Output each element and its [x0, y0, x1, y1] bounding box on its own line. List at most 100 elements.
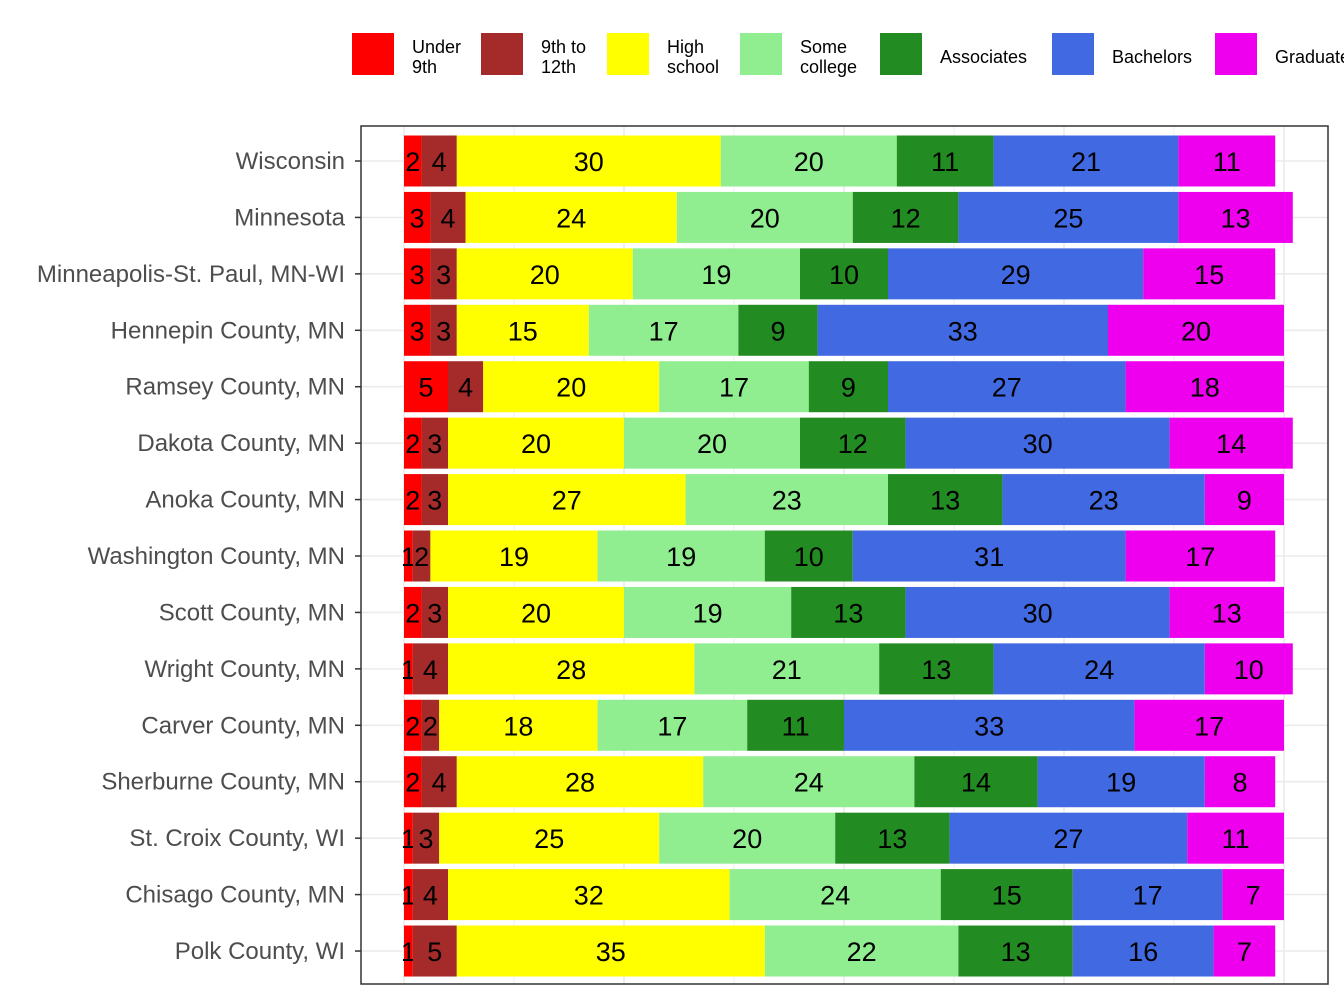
category-label: Chisago County, MN: [125, 882, 345, 909]
segment-value-label: 2: [405, 711, 420, 741]
y-axis: Wisconsin Minnesota Minneapolis-St. Paul, …: [37, 148, 361, 965]
segment-value-label: 20: [750, 203, 780, 233]
bar-row: 3 3 20 19 10 29 15: [404, 248, 1276, 300]
bar-segment: [412, 643, 448, 695]
bar-segment: [421, 756, 457, 808]
segment-value-label: 3: [427, 486, 442, 516]
segment-value-label: 11: [1222, 824, 1250, 854]
bar-segment: [430, 304, 457, 356]
bar-segment: [588, 304, 739, 356]
bar-segment: [404, 191, 431, 243]
segment-value-label: 3: [410, 203, 425, 233]
bar-segment: [1108, 304, 1284, 356]
bar-segment: [659, 361, 809, 413]
legend-label: Some college: [800, 37, 857, 77]
bar-segment: [1213, 925, 1276, 977]
segment-value-label: 2: [405, 429, 420, 459]
bar-segment: [421, 474, 448, 526]
segment-value-label: 17: [657, 711, 687, 741]
segment-value-label: 20: [732, 824, 762, 854]
bar-segment: [905, 417, 1170, 469]
segment-value-label: 14: [961, 768, 991, 798]
bar-segment: [404, 135, 422, 187]
segment-value-label: 17: [719, 373, 749, 403]
bar-row: 2 4 30 20 11 21 11: [404, 135, 1276, 187]
bar-segment: [993, 135, 1179, 187]
segment-value-label: 1: [401, 824, 416, 854]
bar-segment: [439, 812, 660, 864]
category-label: Hennepin County, MN: [111, 317, 345, 344]
bar-segment: [404, 756, 422, 808]
legend-item: Graduate: [1215, 33, 1344, 75]
bar-segment: [1134, 699, 1284, 751]
segment-value-label: 24: [794, 768, 824, 798]
segment-value-label: 4: [423, 655, 438, 685]
segment-value-label: 3: [410, 260, 425, 290]
bar-segment: [888, 248, 1144, 300]
segment-value-label: 23: [772, 486, 802, 516]
segment-value-label: 4: [432, 768, 447, 798]
bar-segment: [738, 304, 818, 356]
segment-value-label: 19: [1106, 768, 1136, 798]
bar-segment: [1002, 474, 1205, 526]
segment-value-label: 21: [772, 655, 802, 685]
bar-segment: [1125, 361, 1284, 413]
segment-value-label: 12: [891, 203, 921, 233]
bar-segment: [835, 812, 950, 864]
legend-item: High school: [607, 33, 719, 77]
plot-panel-border: [360, 125, 1329, 985]
bar-segment: [624, 417, 800, 469]
bar-segment: [940, 869, 1073, 921]
bar-segment: [844, 699, 1135, 751]
legend-label: Bachelors: [1112, 47, 1192, 67]
category-label: Wright County, MN: [145, 656, 346, 683]
bar-segment: [456, 135, 721, 187]
bar-segment: [1169, 586, 1284, 638]
segment-value-label: 19: [701, 260, 731, 290]
bar-segment: [404, 699, 422, 751]
legend-label-line: 9th: [412, 57, 437, 77]
legend-swatch: [481, 33, 523, 75]
bar-segment: [1204, 474, 1284, 526]
bars: 2 4 30 20 11 21 113 4 24 20 12 25 133 3 20 19 10 29 153 3 15…: [401, 135, 1293, 977]
bar-segment: [958, 925, 1073, 977]
segment-value-label: 18: [1190, 373, 1220, 403]
bar-segment: [430, 248, 457, 300]
bar-segment: [456, 925, 765, 977]
segment-value-label: 3: [427, 429, 442, 459]
bar-segment: [404, 586, 422, 638]
segment-value-label: 20: [530, 260, 560, 290]
segment-value-label: 28: [556, 655, 586, 685]
segment-value-label: 11: [1213, 147, 1241, 177]
segment-value-label: 19: [693, 598, 723, 628]
segment-value-label: 11: [782, 711, 810, 741]
segment-value-label: 15: [992, 881, 1022, 911]
bar-segment: [914, 756, 1038, 808]
segment-value-label: 32: [574, 881, 604, 911]
segment-value-label: 30: [574, 147, 604, 177]
segment-value-label: 27: [1053, 824, 1083, 854]
bar-segment: [993, 643, 1205, 695]
category-label: Sherburne County, MN: [101, 769, 345, 796]
segment-value-label: 19: [499, 542, 529, 572]
bar-segment: [448, 869, 730, 921]
bar-row: 2 2 18 17 11 33 17: [404, 699, 1284, 751]
bar-row: 3 3 15 17 9 33 20: [404, 304, 1284, 356]
segment-value-label: 10: [794, 542, 824, 572]
legend-label-line: High: [667, 37, 704, 57]
legend-swatch: [880, 33, 922, 75]
legend-label-line: college: [800, 57, 857, 77]
bar-segment: [1204, 756, 1276, 808]
bar-row: 2 3 20 20 12 30 14: [404, 417, 1293, 469]
bar-segment: [958, 191, 1179, 243]
bar-segment: [1222, 869, 1284, 921]
bar-row: 2 4 28 24 14 19 8: [404, 756, 1276, 808]
bar-segment: [448, 361, 484, 413]
bar-segment: [905, 586, 1170, 638]
category-label: St. Croix County, WI: [129, 825, 345, 852]
segment-value-label: 20: [556, 373, 586, 403]
segment-value-label: 4: [458, 373, 473, 403]
segment-value-label: 33: [948, 316, 978, 346]
bar-segment: [1178, 191, 1293, 243]
bar-segment: [1169, 417, 1293, 469]
